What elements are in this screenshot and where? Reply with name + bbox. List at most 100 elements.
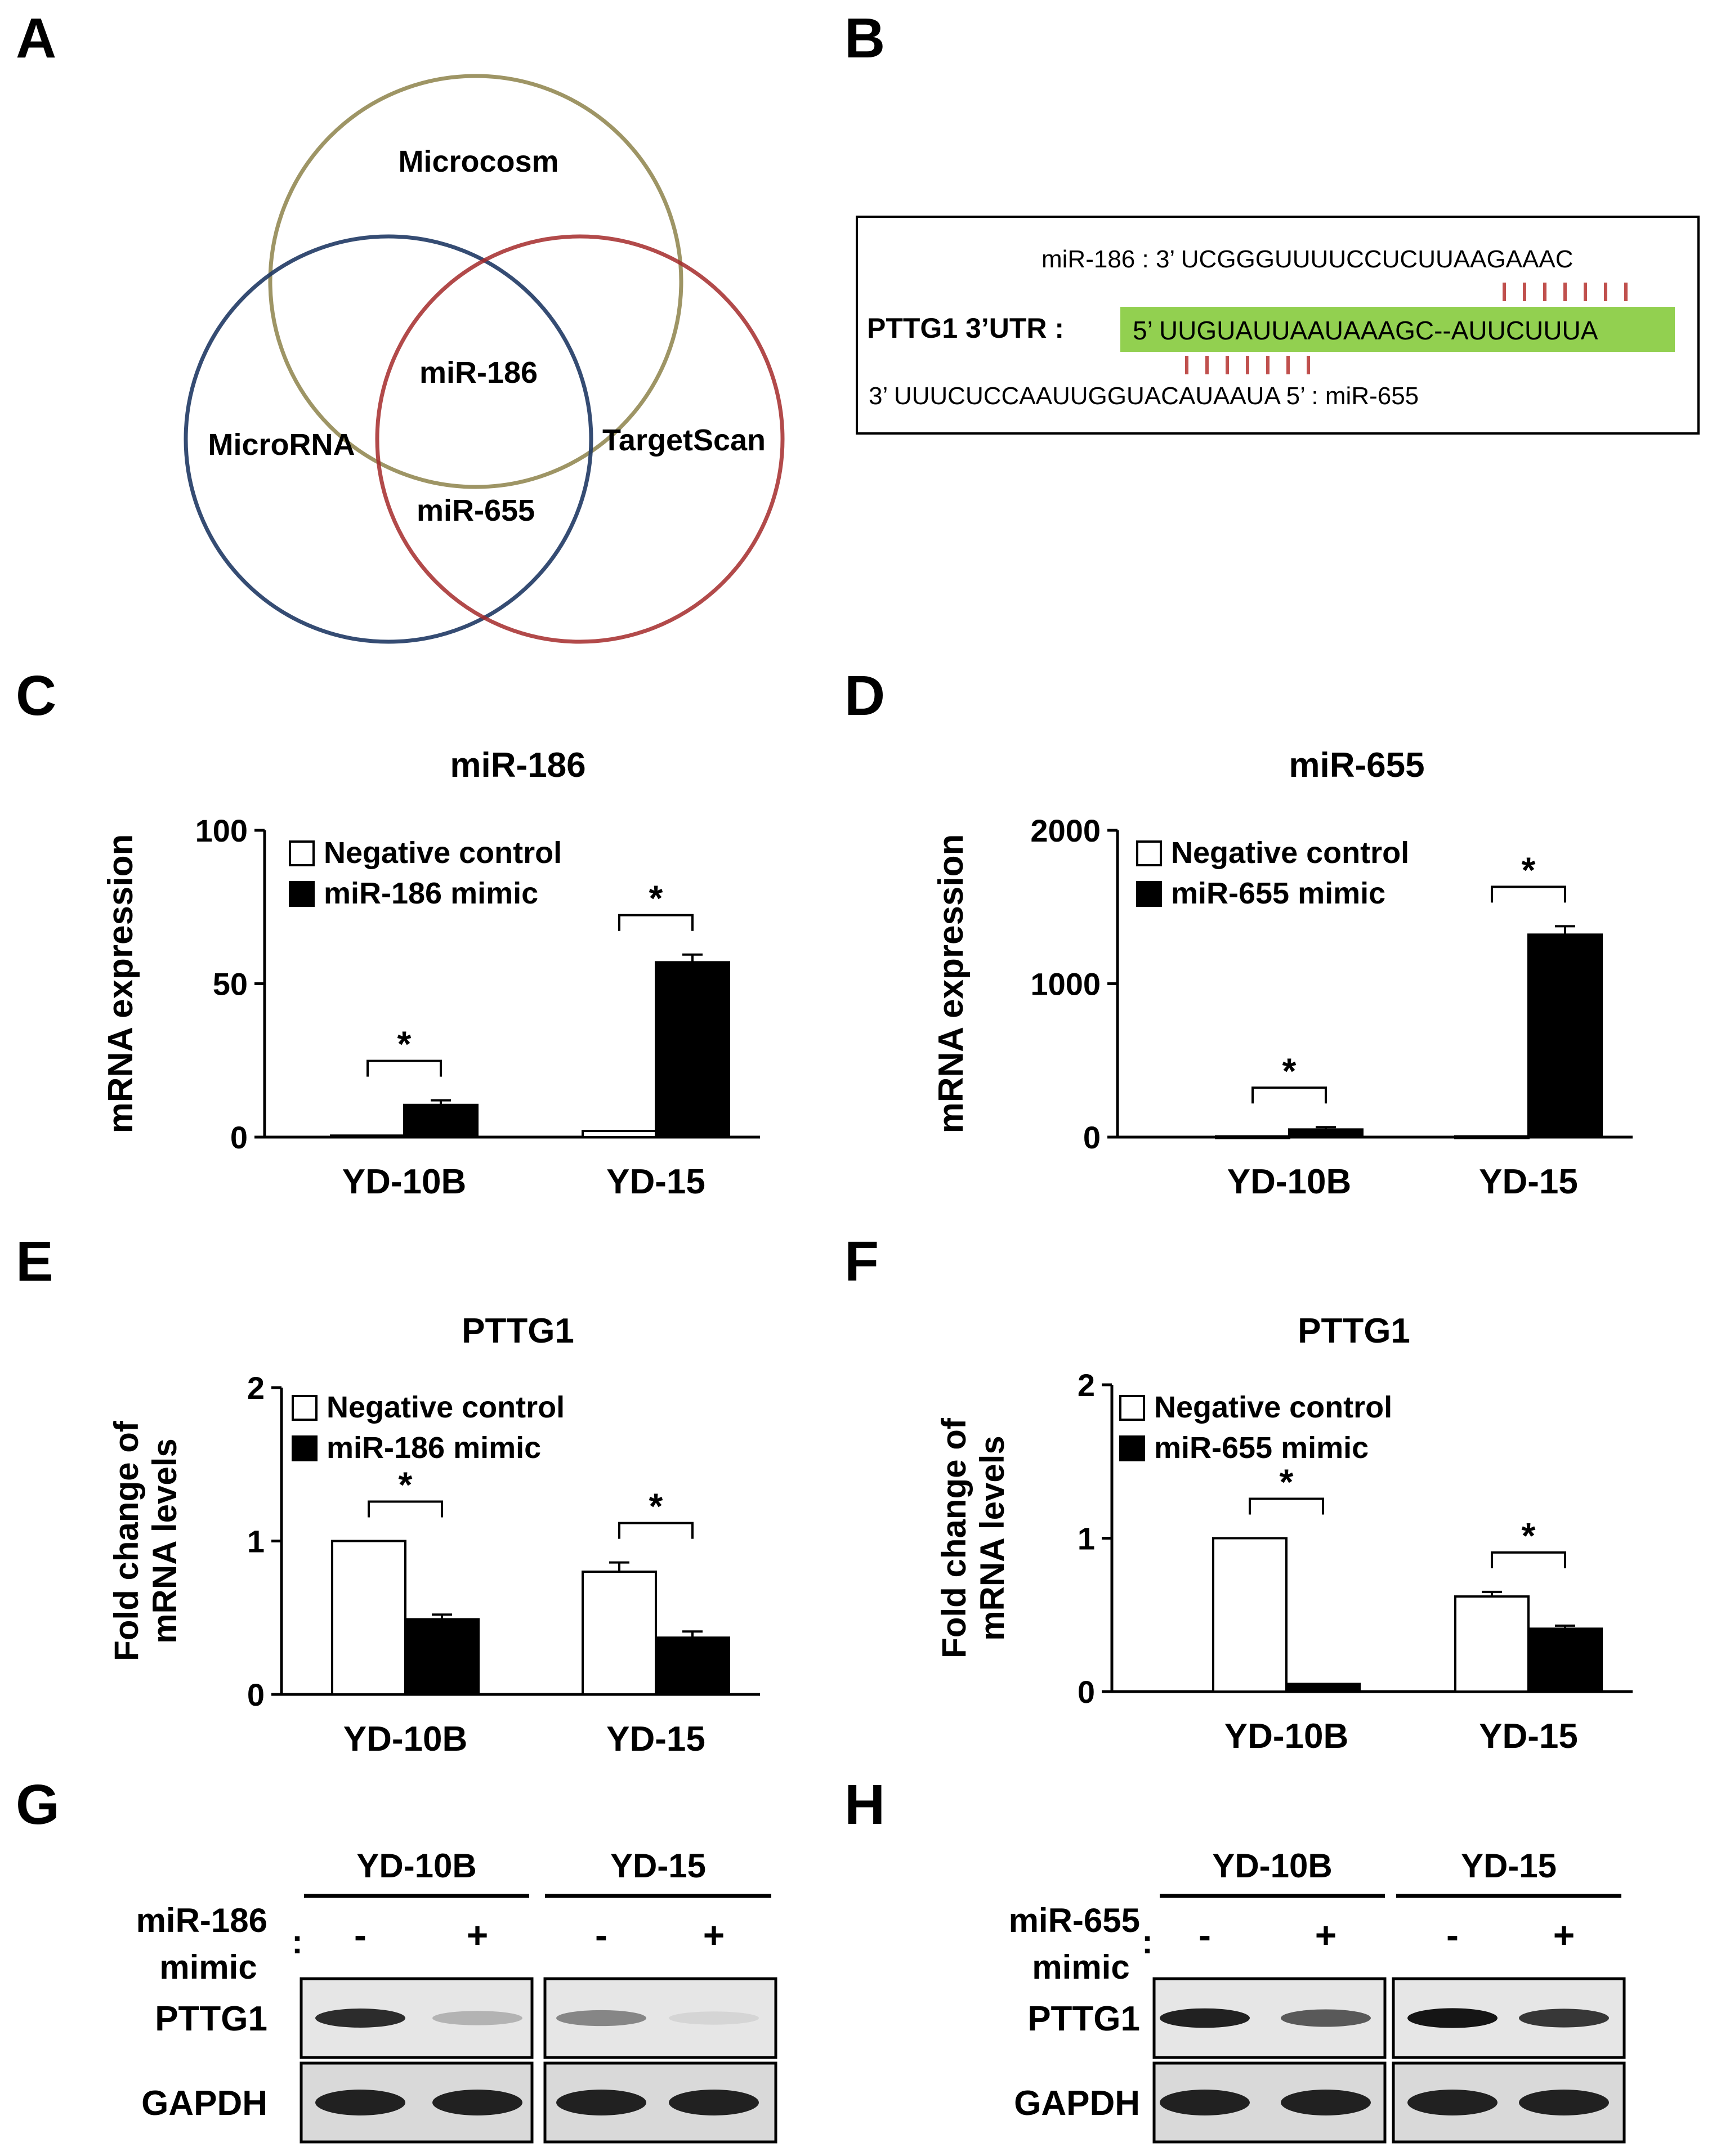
- significance-star: *: [1522, 1515, 1536, 1556]
- legend-label: Negative control: [327, 1390, 565, 1424]
- panel-label-g: G: [16, 1773, 60, 1836]
- blot-band: [1407, 2008, 1498, 2028]
- panel-label-h: H: [844, 1773, 885, 1836]
- venn-label-targetscan: TargetScan: [602, 423, 766, 457]
- venn-circle-microcosm: [268, 74, 683, 489]
- venn-label-mir186: miR-186: [419, 356, 538, 390]
- blot-colon: :: [1142, 1923, 1153, 1961]
- blot-band: [1281, 2009, 1371, 2027]
- x-category-label: YD-15: [606, 1162, 705, 1201]
- significance-star: *: [1522, 849, 1536, 890]
- bar: [1285, 1683, 1361, 1693]
- bar-chart-mir186: miR-186 mRNA expression 0 50 100 Negative con…: [101, 746, 760, 1201]
- legend-swatch: [1136, 840, 1162, 866]
- significance-bracket: [366, 1059, 442, 1077]
- significance-star: *: [1280, 1462, 1294, 1502]
- legend-label: Negative control: [324, 836, 562, 870]
- legend-swatch: [1136, 881, 1162, 907]
- legend-label: miR-655 mimic: [1154, 1431, 1369, 1465]
- legend-label: miR-655 mimic: [1171, 876, 1385, 910]
- blot-group-label: YD-10B: [1212, 1847, 1332, 1885]
- legend-swatch: [1119, 1395, 1145, 1421]
- bar: [582, 1130, 657, 1138]
- y-axis-label: mRNA expression: [101, 834, 140, 1134]
- blot-band: [315, 2009, 405, 2028]
- bar: [655, 961, 730, 1138]
- significance-star: *: [399, 1465, 413, 1505]
- blot-band: [315, 2090, 405, 2115]
- panel-label-c: C: [16, 664, 56, 727]
- blot-band: [432, 2090, 522, 2115]
- y-tick-label: 50: [213, 967, 248, 1002]
- blot-band: [1519, 2090, 1609, 2115]
- blot-group-label: YD-15: [610, 1847, 706, 1885]
- blot-band: [1407, 2090, 1498, 2115]
- bar: [1215, 1135, 1290, 1139]
- blot-treatment-label-2: mimic: [159, 1948, 257, 1986]
- utr-label: PTTG1 3’UTR :: [867, 312, 1064, 344]
- bar: [330, 1134, 405, 1139]
- x-category-label: YD-15: [1479, 1717, 1578, 1756]
- significance-star: *: [649, 1486, 663, 1527]
- significance-bracket: [1249, 1497, 1324, 1515]
- blot-treatment-label: miR-186: [136, 1902, 267, 1939]
- blot-treatment-label: miR-655: [1009, 1902, 1140, 1939]
- panel-label-e: E: [16, 1230, 53, 1293]
- blot-band: [556, 2090, 646, 2115]
- blot-row-label: GAPDH: [141, 2084, 267, 2123]
- bar: [331, 1540, 406, 1696]
- blot-band: [1160, 2090, 1250, 2115]
- significance-star: *: [1282, 1050, 1297, 1091]
- legend-label: miR-186 mimic: [327, 1431, 541, 1465]
- x-category-label: YD-15: [606, 1720, 705, 1759]
- utr-highlight: [1120, 307, 1675, 352]
- legend-swatch: [289, 840, 315, 866]
- blot-group-label: YD-15: [1461, 1847, 1557, 1885]
- venn-label-microrna: MicroRNA: [208, 428, 355, 462]
- bar: [404, 1618, 480, 1696]
- bar-chart-pttg1-mir186: PTTG1 Fold change ofmRNA levels 0 1 2 Negativ…: [108, 1312, 760, 1759]
- bar: [1288, 1128, 1364, 1138]
- significance-bracket: [368, 1500, 443, 1518]
- x-category-label: YD-15: [1479, 1162, 1578, 1201]
- chart-title: miR-655: [1289, 746, 1424, 785]
- y-axis-label-line: mRNA levels: [146, 1438, 184, 1644]
- mir186-sequence: miR-186 : 3’ UCGGGUUUUCCUCUUAAGAAAC: [1041, 245, 1574, 273]
- blot-colon: :: [292, 1923, 303, 1961]
- western-blot-mir655: YD-10B YD-15 miR-655 mimic: - + - + PTTG1 GAPDH: [1009, 1847, 1626, 2144]
- blot-band: [1281, 2090, 1371, 2115]
- x-category-label: YD-10B: [1227, 1162, 1352, 1201]
- blot-lane-sign: -: [354, 1914, 366, 1956]
- bar: [655, 1636, 730, 1696]
- bar: [1527, 1627, 1603, 1693]
- bar: [403, 1103, 479, 1139]
- blot-band: [669, 2011, 759, 2025]
- legend-swatch: [1119, 1435, 1145, 1461]
- significance-bracket: [1491, 885, 1566, 903]
- mir655-sequence: 3’ UUUCUCCAAUUGGUACAUAAUA 5’ : miR-655: [869, 382, 1419, 410]
- panel-label-f: F: [844, 1230, 879, 1293]
- mir655-pairing-marks: [1185, 356, 1310, 374]
- significance-bracket: [618, 1522, 694, 1539]
- blot-lane-sign: +: [1553, 1914, 1575, 1956]
- venn-diagram: Microcosm MicroRNA TargetScan miR-186 mi…: [184, 74, 785, 644]
- blot-lane-sign: +: [467, 1914, 489, 1956]
- y-axis-label-line: Fold change of: [935, 1417, 973, 1658]
- utr-sequence: 5’ UUGUAUUAAUAAAGC--AUUCUUUA: [1133, 316, 1598, 345]
- mir186-pairing-marks: [1503, 283, 1628, 301]
- y-tick-label: 1: [247, 1524, 265, 1559]
- y-axis-label: Fold change ofmRNA levels: [935, 1417, 1011, 1658]
- chart-title: miR-186: [450, 746, 585, 785]
- significance-bracket: [1251, 1086, 1327, 1104]
- y-tick-label: 100: [195, 813, 248, 848]
- x-category-label: YD-10B: [1224, 1717, 1349, 1756]
- legend-swatch: [292, 1395, 318, 1421]
- legend-swatch: [292, 1435, 318, 1461]
- y-axis-label-line: Fold change of: [108, 1420, 145, 1661]
- venn-label-mir655: miR-655: [417, 494, 535, 527]
- blot-band: [556, 2010, 646, 2027]
- significance-bracket: [618, 914, 694, 931]
- bar-chart-mir655: miR-655 mRNA expression 0 1000 2000 Negative …: [932, 746, 1633, 1201]
- alignment-box: miR-186 : 3’ UCGGGUUUUCCUCUUAAGAAAC PTTG…: [856, 216, 1700, 435]
